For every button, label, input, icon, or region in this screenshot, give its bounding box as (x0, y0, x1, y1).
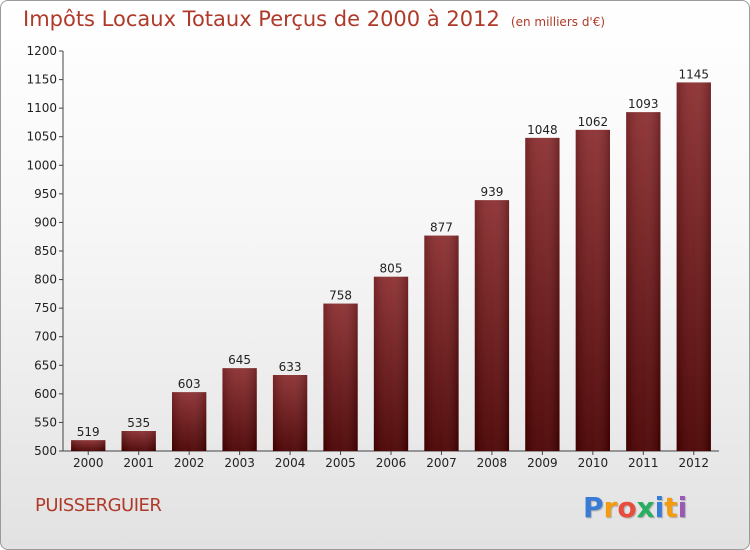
bar-shine-2005 (323, 303, 358, 451)
bars (71, 82, 711, 452)
logo-letter: i (654, 491, 665, 524)
y-tick-label: 1050 (26, 130, 57, 144)
bar-shine-2009 (525, 137, 560, 451)
logo-letter: o (617, 491, 637, 524)
bar-shine-2003 (222, 368, 257, 451)
y-tick-label: 1200 (26, 44, 57, 58)
bar-shine-2001 (121, 431, 156, 451)
y-tick-label: 1000 (26, 158, 57, 172)
x-tick-label-2005: 2005 (325, 456, 356, 470)
value-label-2011: 1093 (628, 97, 659, 111)
bar-shine-2012 (676, 82, 711, 451)
value-label-2003: 645 (228, 353, 251, 367)
x-tick-label-2007: 2007 (426, 456, 457, 470)
y-tick-label: 800 (34, 273, 57, 287)
logo-letter: i (677, 491, 688, 524)
value-label-2008: 939 (480, 185, 503, 199)
chart-unit: (en milliers d'€) (510, 15, 606, 29)
bar-shine-2007 (424, 235, 459, 451)
value-label-2009: 1048 (527, 123, 558, 137)
x-tick-label-2002: 2002 (174, 456, 205, 470)
x-tick-label-2004: 2004 (275, 456, 306, 470)
value-label-2006: 805 (380, 262, 403, 276)
chart-title: Impôts Locaux Totaux Perçus de 2000 à 20… (23, 7, 500, 31)
chart-title-block: Impôts Locaux Totaux Perçus de 2000 à 20… (23, 7, 605, 31)
y-tick-label: 1100 (26, 101, 57, 115)
logo-letter: P (583, 491, 604, 524)
bar-shine-2002 (171, 392, 207, 451)
bar-shine-2006 (373, 276, 409, 451)
value-label-2004: 633 (279, 360, 302, 374)
x-tick-label-2010: 2010 (578, 456, 609, 470)
logo-letter: r (603, 491, 618, 524)
bar-shine-2000 (71, 440, 106, 451)
x-axis: 2000 2001 2002 2003 2004 2005 2006 2007 2008 2009… (63, 450, 719, 470)
x-tick-label-2003: 2003 (224, 456, 255, 470)
value-label-2001: 535 (127, 416, 150, 430)
x-tick-label-2012: 2012 (678, 456, 709, 470)
bar-shine-2004 (272, 375, 308, 451)
proxiti-logo: Proxiti (583, 491, 687, 524)
value-label-2007: 877 (430, 221, 453, 235)
bar-shine-2011 (626, 112, 661, 452)
y-axis: 500 550 600 650 700 750 800 850 900 950 1000 1050 11… (26, 44, 64, 458)
value-label-2010: 1062 (578, 115, 609, 129)
x-tick-label-2008: 2008 (477, 456, 508, 470)
x-tick-label-2006: 2006 (376, 456, 407, 470)
y-tick-label: 850 (34, 244, 57, 258)
logo-letter: t (664, 491, 678, 524)
x-tick-label-2001: 2001 (123, 456, 154, 470)
value-label-2012: 1145 (678, 67, 709, 81)
y-tick-label: 1150 (26, 73, 57, 87)
bar-shine-2010 (575, 129, 611, 451)
value-label-2002: 603 (178, 377, 201, 391)
y-tick-label: 700 (34, 330, 57, 344)
logo-letter: x (636, 491, 655, 524)
y-tick-label: 750 (34, 301, 57, 315)
value-label-2000: 519 (77, 425, 100, 439)
x-tick-label-2009: 2009 (527, 456, 558, 470)
y-tick-label: 550 (34, 415, 57, 429)
x-tick-label-2011: 2011 (628, 456, 659, 470)
y-tick-label: 500 (34, 444, 57, 458)
y-tick-label: 950 (34, 187, 57, 201)
x-tick-label-2000: 2000 (73, 456, 104, 470)
value-label-2005: 758 (329, 289, 352, 303)
y-tick-label: 650 (34, 358, 57, 372)
bar-shine-2008 (474, 200, 510, 451)
y-tick-label: 900 (34, 215, 57, 229)
value-labels: 519 535 603 645 633 758 805 877 939 1048 1062 1093 1… (77, 67, 709, 439)
y-tick-label: 600 (34, 387, 57, 401)
commune-name: PUISSERGUIER (35, 495, 162, 516)
